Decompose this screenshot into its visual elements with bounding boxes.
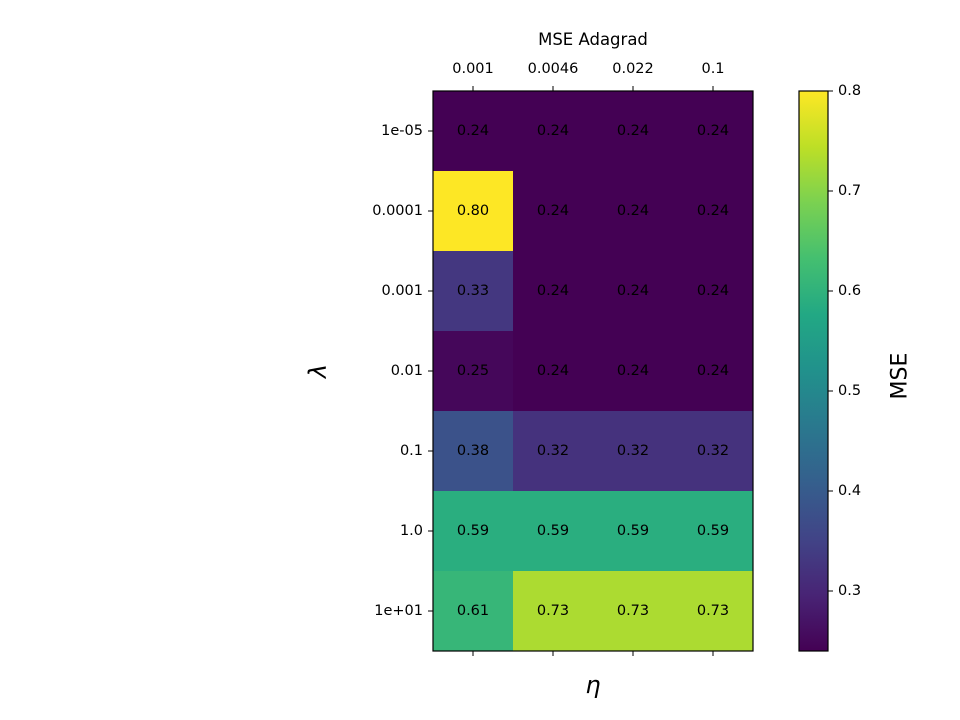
colorbar-tick-label: 0.3	[838, 583, 861, 599]
cell-value-label: 0.59	[697, 523, 729, 539]
heatmap-cell	[513, 331, 593, 411]
x-tick-label: 0.001	[452, 61, 494, 77]
heatmap-cell	[593, 571, 673, 651]
x-tick-label: 0.022	[612, 61, 654, 77]
cell-value-label: 0.24	[537, 283, 569, 299]
cell-value-label: 0.73	[537, 603, 569, 619]
heatmap-cell	[433, 571, 513, 651]
heatmap-cell	[433, 171, 513, 251]
colorbar-label: MSE	[888, 353, 913, 400]
cell-value-label: 0.32	[697, 443, 729, 459]
heatmap-cell	[673, 491, 753, 571]
cell-value-label: 0.61	[457, 603, 489, 619]
heatmap-cell	[673, 411, 753, 491]
cell-value-label: 0.33	[457, 283, 489, 299]
heatmap-cell	[593, 331, 673, 411]
heatmap-cell	[593, 171, 673, 251]
y-tick-label: 1e-05	[381, 123, 423, 139]
cell-value-label: 0.24	[537, 363, 569, 379]
cell-value-label: 0.24	[617, 363, 649, 379]
cell-value-label: 0.59	[457, 523, 489, 539]
cell-value-label: 0.24	[617, 203, 649, 219]
heatmap-cell	[433, 91, 513, 171]
y-tick-label: 0.01	[391, 363, 423, 379]
x-tick-label: 0.1	[701, 61, 724, 77]
colorbar-tick-label: 0.7	[838, 183, 861, 199]
colorbar	[798, 90, 829, 652]
cell-value-label: 0.32	[617, 443, 649, 459]
heatmap-cells	[433, 91, 753, 651]
colorbar-ticks: 0.3 0.4 0.5 0.6 0.7 0.8	[828, 83, 861, 599]
chart-title: MSE Adagrad	[538, 30, 648, 49]
x-axis-label: η	[585, 671, 600, 699]
heatmap-cell	[593, 411, 673, 491]
heatmap-cell	[513, 571, 593, 651]
heatmap-cell	[593, 91, 673, 171]
colorbar-tick-label: 0.5	[838, 383, 861, 399]
y-tick-label: 0.001	[381, 283, 423, 299]
cell-value-label: 0.24	[697, 203, 729, 219]
y-tick-label: 1.0	[400, 523, 423, 539]
cell-value-label: 0.24	[697, 363, 729, 379]
heatmap-cell	[433, 331, 513, 411]
heatmap-cell	[513, 411, 593, 491]
heatmap-cell	[513, 491, 593, 571]
cell-value-label: 0.73	[617, 603, 649, 619]
colorbar-tick-label: 0.8	[838, 83, 861, 99]
y-axis-label: λ	[304, 364, 332, 380]
heatmap-cell	[433, 491, 513, 571]
heatmap-cell	[433, 251, 513, 331]
cell-value-label: 0.24	[457, 123, 489, 139]
cell-value-label: 0.38	[457, 443, 489, 459]
colorbar-tick-label: 0.4	[838, 483, 861, 499]
cell-value-label: 0.59	[617, 523, 649, 539]
y-tick-label: 1e+01	[374, 603, 423, 619]
cell-value-label: 0.25	[457, 363, 489, 379]
cell-value-label: 0.59	[537, 523, 569, 539]
x-tick-label: 0.0046	[528, 61, 579, 77]
heatmap-cell	[513, 251, 593, 331]
heatmap-cell	[673, 251, 753, 331]
heatmap-cell	[673, 91, 753, 171]
y-axis-ticks: 1e-05 0.0001 0.001 0.01 0.1 1.0 1e+01	[372, 123, 433, 619]
heatmap-cell	[593, 491, 673, 571]
cell-value-label: 0.80	[457, 203, 489, 219]
cell-value-label: 0.24	[537, 123, 569, 139]
cell-value-label: 0.24	[537, 203, 569, 219]
heatmap-cell	[433, 411, 513, 491]
heatmap-cell	[673, 331, 753, 411]
heatmap-cell	[513, 91, 593, 171]
heatmap-cell	[673, 571, 753, 651]
cell-value-label: 0.24	[697, 283, 729, 299]
cell-value-label: 0.73	[697, 603, 729, 619]
heatmap-cell-labels: 0.24 0.24 0.24 0.24 0.80 0.24 0.24 0.24 0.33 0.24…	[457, 123, 729, 619]
heatmap-cell	[673, 171, 753, 251]
cell-value-label: 0.24	[697, 123, 729, 139]
heatmap-cell	[593, 251, 673, 331]
heatmap-cell	[513, 171, 593, 251]
cell-value-label: 0.24	[617, 283, 649, 299]
cell-value-label: 0.24	[617, 123, 649, 139]
x-axis-ticks: 0.001 0.0046 0.022 0.1	[452, 61, 725, 656]
y-tick-label: 0.0001	[372, 203, 423, 219]
y-tick-label: 0.1	[400, 443, 423, 459]
colorbar-tick-label: 0.6	[838, 283, 861, 299]
cell-value-label: 0.32	[537, 443, 569, 459]
